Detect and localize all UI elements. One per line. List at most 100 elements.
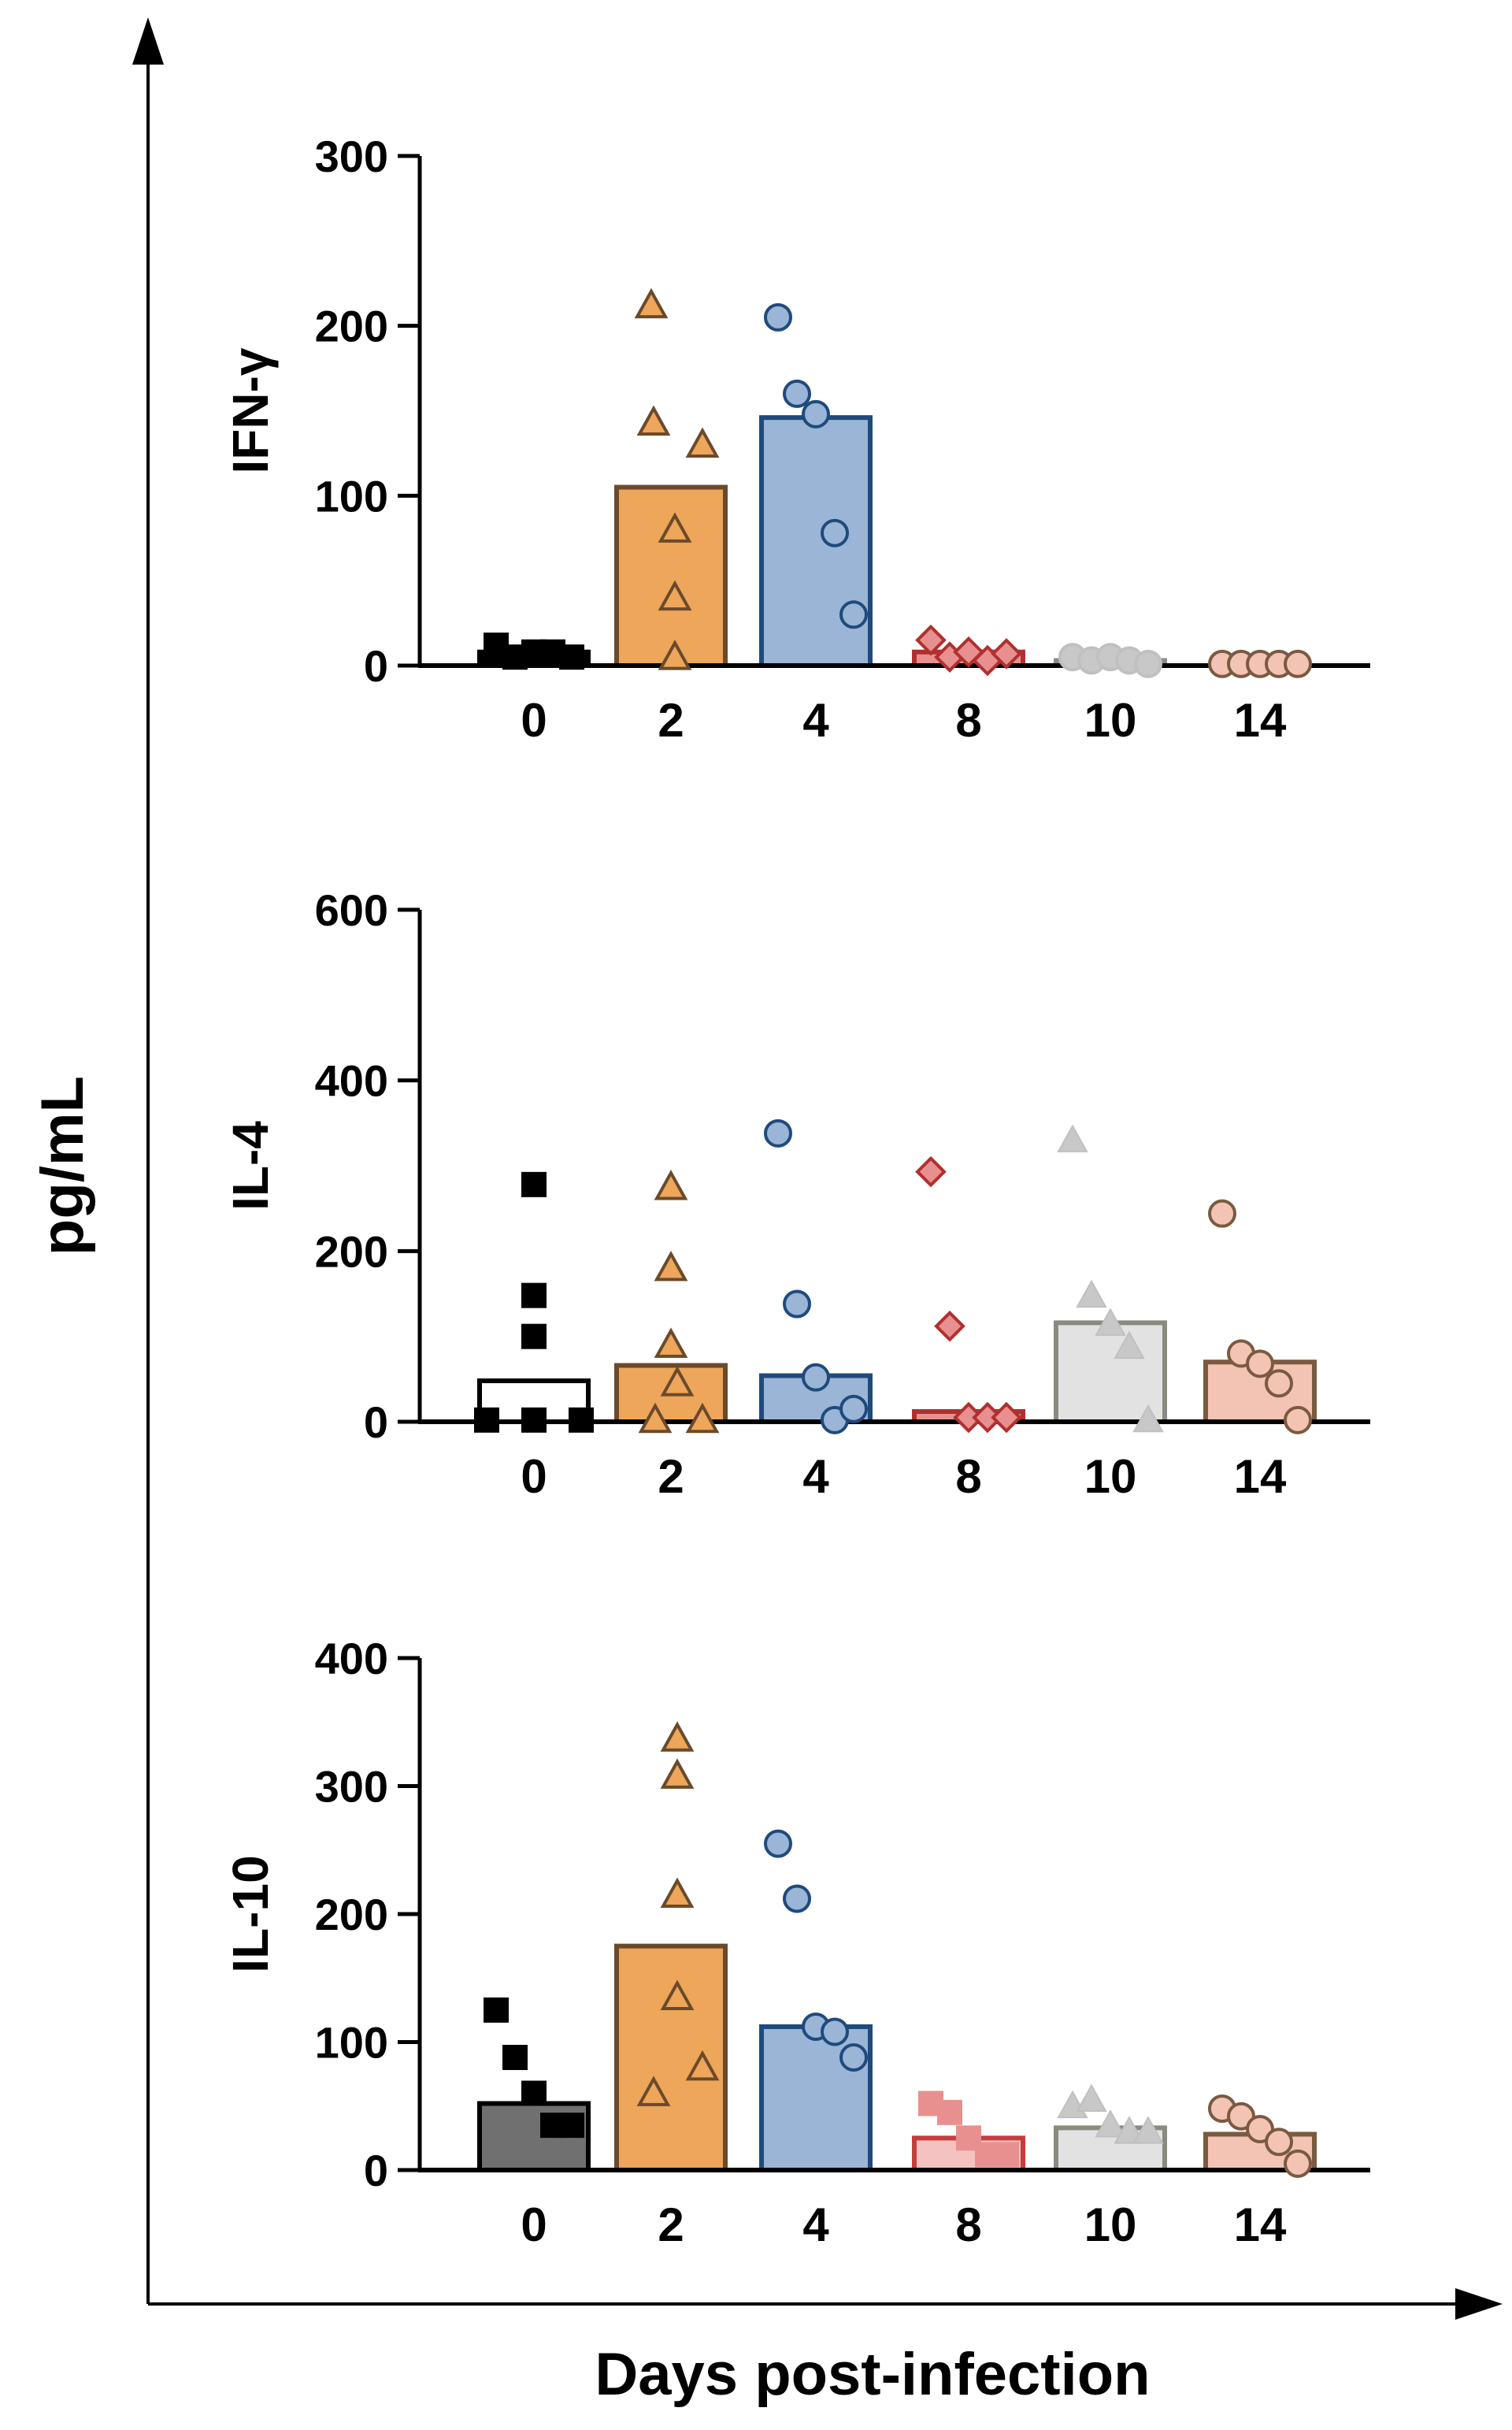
data-point [521,1323,547,1349]
data-point [1284,1405,1312,1434]
data-point [636,2076,671,2106]
data-point [802,399,830,428]
data-point [1284,649,1312,678]
data-point [1095,2109,1126,2138]
data-point [821,518,849,547]
data-point [1265,2128,1293,2157]
data-point [1246,1349,1274,1378]
data-point [1114,1330,1145,1360]
data-point [660,1758,695,1789]
data-point [1057,1124,1088,1152]
x-tick-label: 4 [802,2198,829,2251]
x-tick-label: 4 [802,1450,829,1503]
data-point [474,1407,499,1433]
bar [614,1943,728,2172]
data-point [1284,2149,1312,2178]
y-tick-label: 400 [315,1634,388,1683]
y-tick-label: 0 [364,1397,388,1447]
data-point [658,580,692,611]
data-point [634,288,669,319]
x-tick-label: 14 [1234,1450,1287,1503]
x-tick-label: 10 [1084,2198,1137,2251]
data-point [685,1402,720,1434]
y-tick-label: 200 [315,1226,388,1276]
data-point [1132,2116,1164,2144]
panel-il-4: 0 200 400 600 IL-4 0 2 4 8 10 14 [222,885,1370,1503]
x-axis-title: Days post-infection [595,2341,1150,2408]
x-tick-label: 0 [521,2198,547,2251]
y-tick-label: 400 [315,1056,388,1106]
y-tick-label: 200 [315,1890,388,1939]
data-point [821,2017,849,2046]
outer-y-axis-arrowhead [132,17,164,65]
data-point [521,1171,547,1197]
y-tick-label: 0 [364,2146,388,2195]
y-tick-label: 300 [315,132,388,181]
x-tick-label: 2 [658,2198,684,2251]
x-tick-label: 2 [658,694,684,747]
y-tick-label: 300 [315,1762,388,1812]
data-point [569,1407,594,1433]
x-tick-label: 8 [955,1450,981,1503]
data-point [1246,2115,1274,2143]
x-tick-label: 14 [1234,2198,1287,2251]
data-point [1076,1279,1107,1308]
x-tick-label: 8 [955,694,981,747]
data-point [937,2099,962,2125]
data-point [783,1884,811,1913]
data-point [1114,2116,1145,2144]
x-tick-label: 0 [521,694,547,747]
panel-ylabel: IL-4 [222,1121,279,1211]
data-point [1095,1308,1126,1336]
x-tick-label: 8 [955,2198,981,2251]
x-tick-label: 14 [1234,694,1287,747]
data-point [783,1289,811,1319]
data-point [658,512,692,543]
panel-ylabel: IL-10 [222,1855,279,1972]
data-point [484,1997,509,2023]
data-point [660,1721,695,1752]
data-point [559,644,584,670]
data-point [521,2080,547,2106]
y-tick-label: 200 [315,302,388,351]
data-point [660,1979,695,2011]
data-point [956,2125,981,2151]
x-tick-label: 4 [802,694,829,747]
data-point [1132,1404,1164,1433]
data-point [915,1156,947,1188]
x-tick-label: 2 [658,1450,684,1503]
data-point [502,2045,528,2070]
data-point [934,1310,965,1342]
x-tick-label: 10 [1084,1450,1137,1503]
data-point [1208,1199,1236,1228]
data-point [915,624,947,656]
y-axis-title: pg/mL [29,1076,96,1256]
data-point [783,379,811,408]
x-tick-label: 10 [1084,694,1137,747]
data-point [636,405,671,436]
data-point [1265,1369,1293,1398]
data-point [991,1401,1022,1434]
outer-x-axis-arrowhead [1455,2288,1503,2320]
data-point [764,1119,792,1148]
data-point [638,1402,673,1434]
data-point [802,1363,830,1392]
data-point [1076,2083,1107,2113]
data-point [839,2043,868,2072]
data-point [839,600,868,629]
data-point [521,1407,547,1433]
data-point [994,2142,1019,2168]
data-point [660,1366,695,1397]
y-tick-label: 100 [315,471,388,521]
y-tick-label: 100 [315,2018,388,2068]
data-point [559,2113,584,2139]
data-point [839,1394,868,1423]
panel-ylabel: IFN-γ [222,347,279,473]
panel-ifn-gamma: 0 100 200 300 IFN-γ 0 2 4 8 10 14 [222,132,1370,747]
x-tick-label: 0 [521,1450,547,1503]
data-point [654,1169,688,1200]
data-point [685,2050,720,2081]
data-point [521,1282,547,1308]
data-point [991,638,1022,670]
